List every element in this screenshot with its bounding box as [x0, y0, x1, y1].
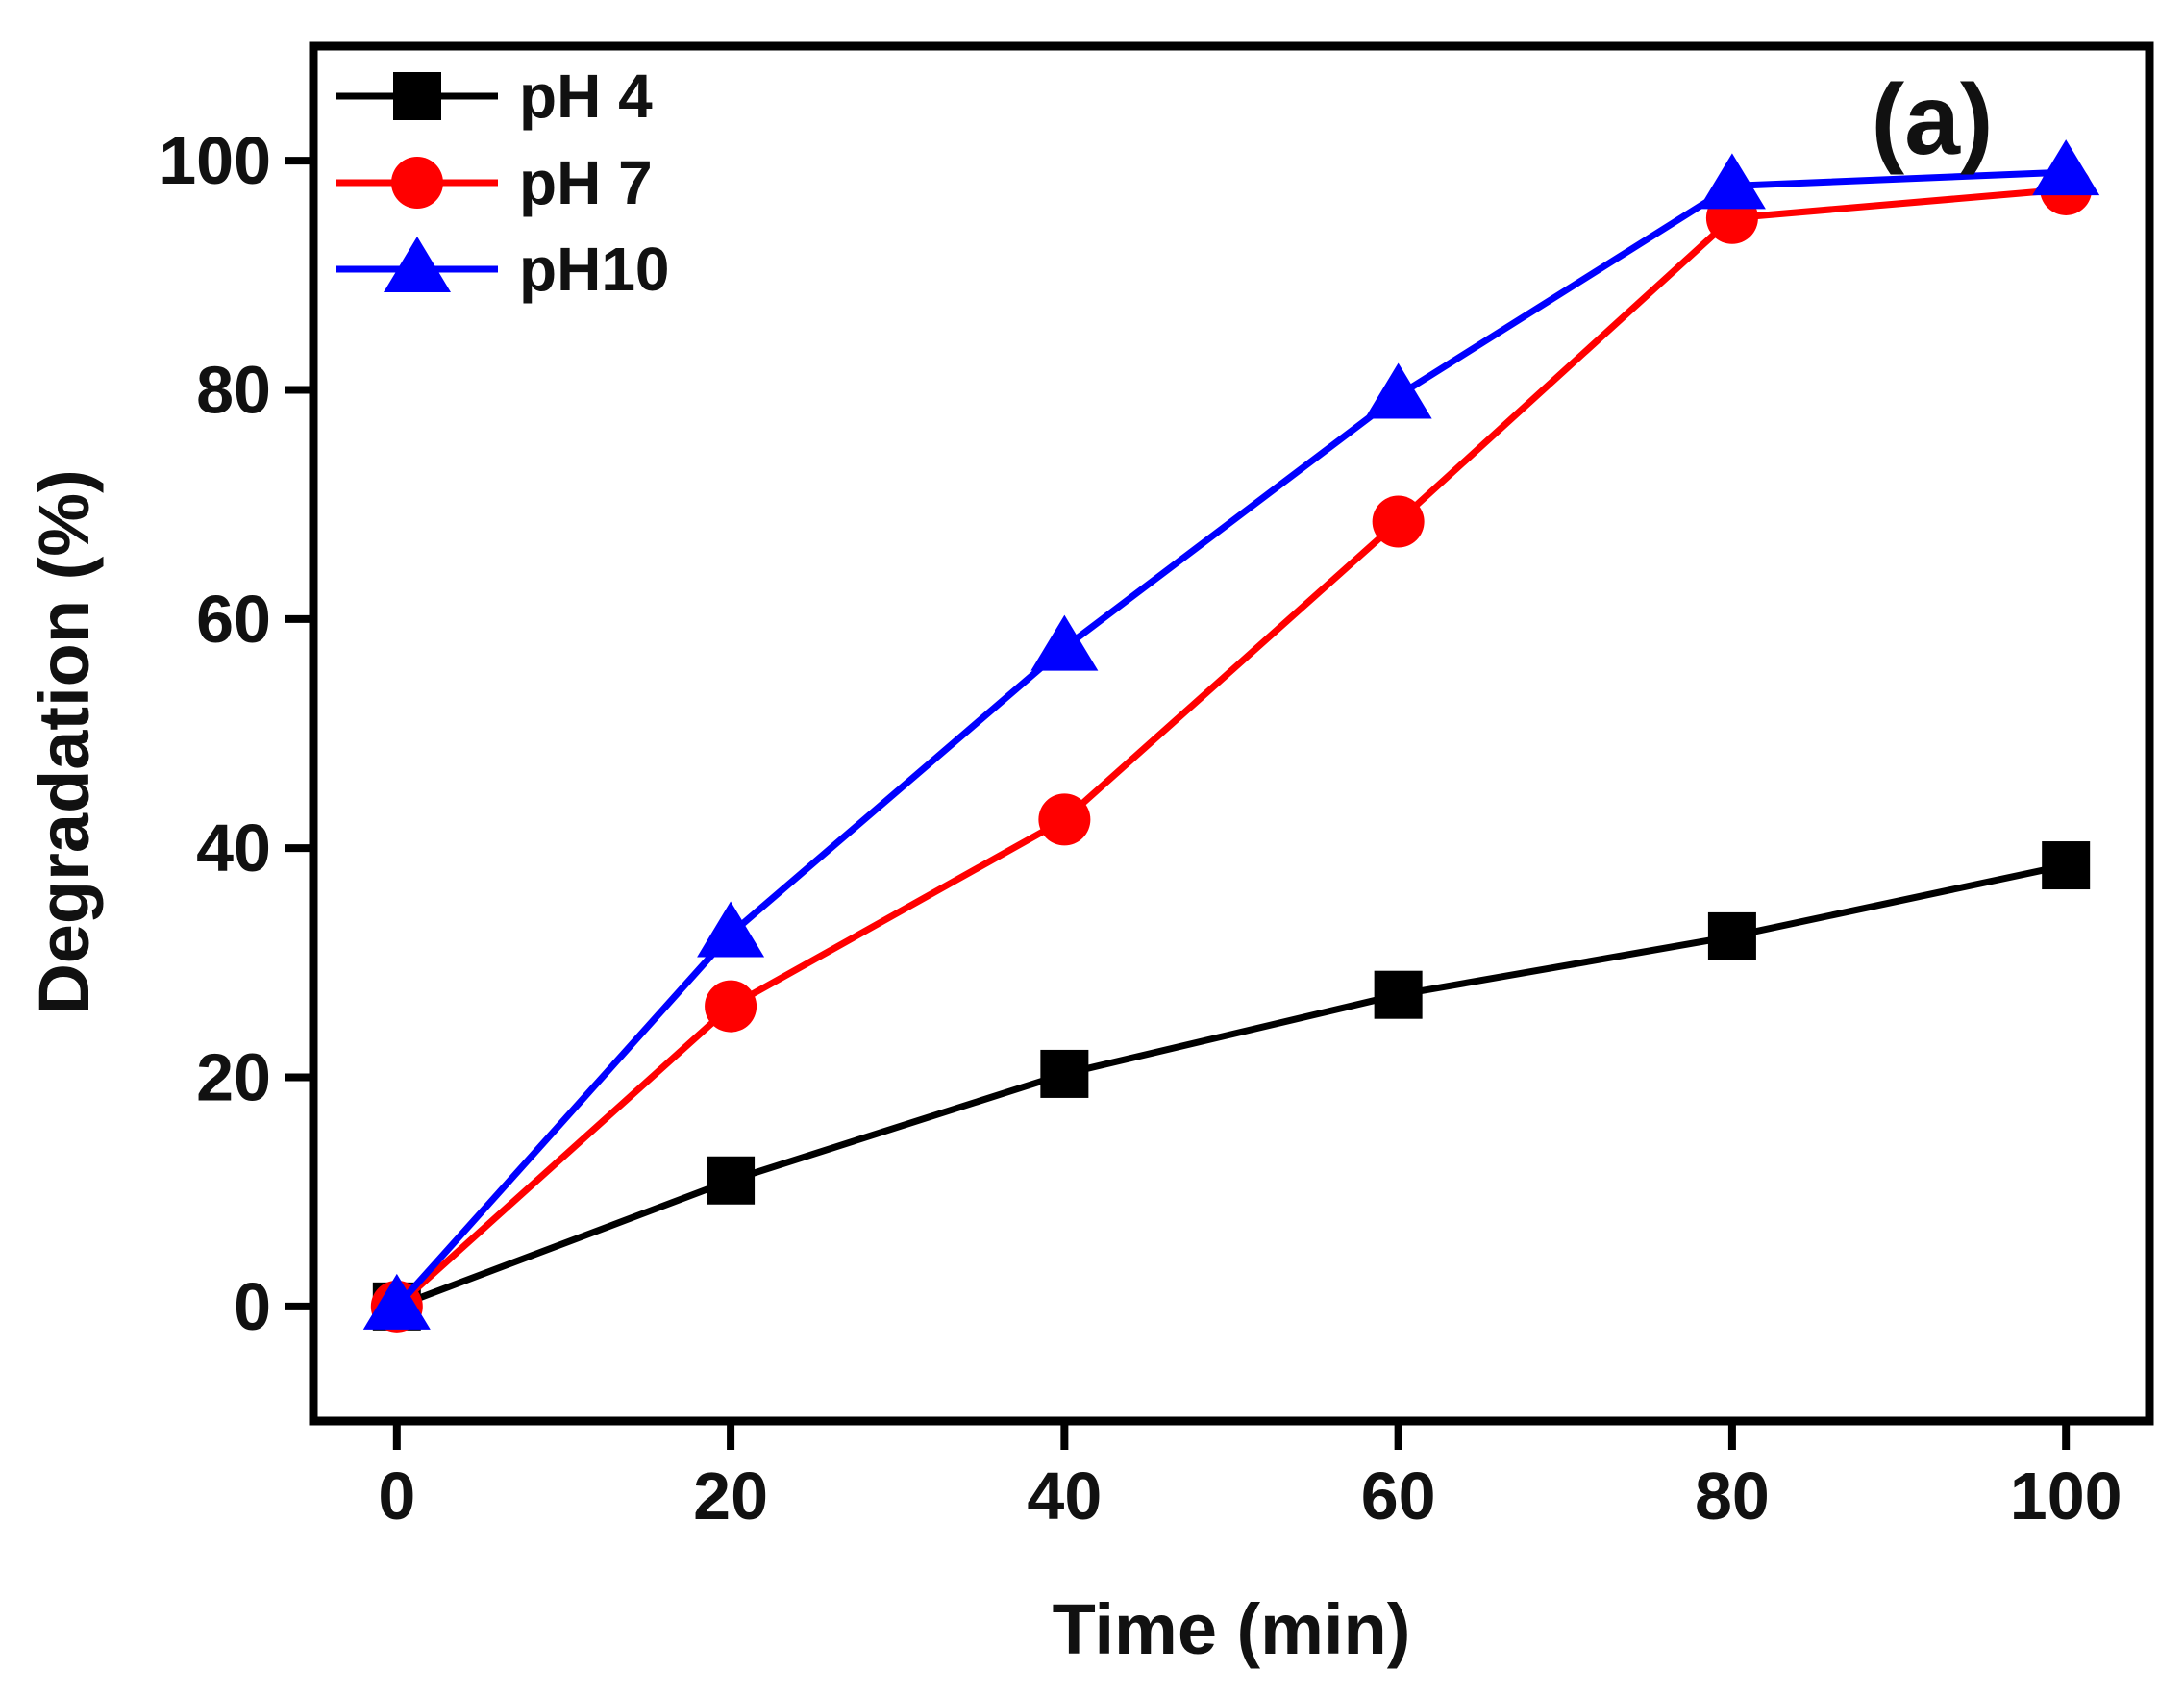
data-point-ph10	[362, 1273, 431, 1330]
data-point-ph10	[1030, 614, 1099, 671]
x-tick-label: 80	[1695, 1459, 1770, 1534]
data-point-ph7	[705, 980, 757, 1033]
x-axis: 0 20 40 60 80 100	[378, 1421, 2122, 1534]
data-point-ph7	[1038, 793, 1091, 846]
series-line-ph4	[395, 861, 2067, 1310]
y-axis-title: Degradation (%)	[24, 469, 104, 1014]
legend-label: pH 4	[519, 62, 653, 131]
legend-item-ph4: pH 4	[336, 62, 653, 131]
data-point-ph4	[1707, 911, 1756, 960]
legend: pH 4 pH 7 pH10	[336, 62, 670, 304]
x-tick-label: 40	[1027, 1459, 1102, 1534]
y-tick-label: 40	[196, 811, 271, 885]
x-tick-label: 100	[2010, 1459, 2122, 1534]
plot-frame	[309, 41, 2154, 1426]
x-axis-title: Time (min)	[1053, 1589, 1411, 1669]
legend-marker	[393, 72, 441, 120]
data-point-ph4	[1374, 970, 1423, 1019]
legend-item-ph7: pH 7	[336, 148, 653, 217]
series-ph7	[370, 162, 2093, 1333]
plot-series	[362, 139, 2100, 1333]
data-point-ph10	[2032, 139, 2100, 196]
legend-label: pH 7	[519, 148, 653, 217]
data-point-ph7	[1372, 495, 1425, 548]
legend-item-ph10: pH10	[336, 235, 670, 304]
x-tick-label: 60	[1361, 1459, 1436, 1534]
y-tick-label: 20	[196, 1040, 271, 1115]
series-ph10	[362, 139, 2100, 1330]
x-tick-label: 20	[693, 1459, 768, 1534]
series-line-ph10	[394, 168, 2067, 1309]
data-point-ph4	[2042, 841, 2091, 890]
series-ph4	[372, 841, 2091, 1331]
legend-label: pH10	[519, 235, 670, 304]
y-axis: 0 20 40 60 80 100	[159, 123, 313, 1344]
data-point-ph10	[697, 901, 765, 958]
data-point-ph4	[707, 1156, 756, 1205]
data-point-ph4	[1040, 1049, 1089, 1098]
panel-label: (a)	[1871, 64, 1993, 176]
legend-marker	[391, 157, 443, 209]
data-point-ph10	[1364, 362, 1432, 419]
x-tick-label: 0	[378, 1459, 415, 1534]
series-line-ph7	[394, 186, 2067, 1309]
y-tick-label: 100	[159, 123, 271, 198]
y-tick-label: 60	[196, 582, 271, 657]
y-tick-label: 0	[234, 1269, 271, 1344]
data-point-ph10	[1698, 153, 1766, 210]
y-tick-label: 80	[196, 353, 271, 428]
legend-marker	[384, 237, 451, 292]
